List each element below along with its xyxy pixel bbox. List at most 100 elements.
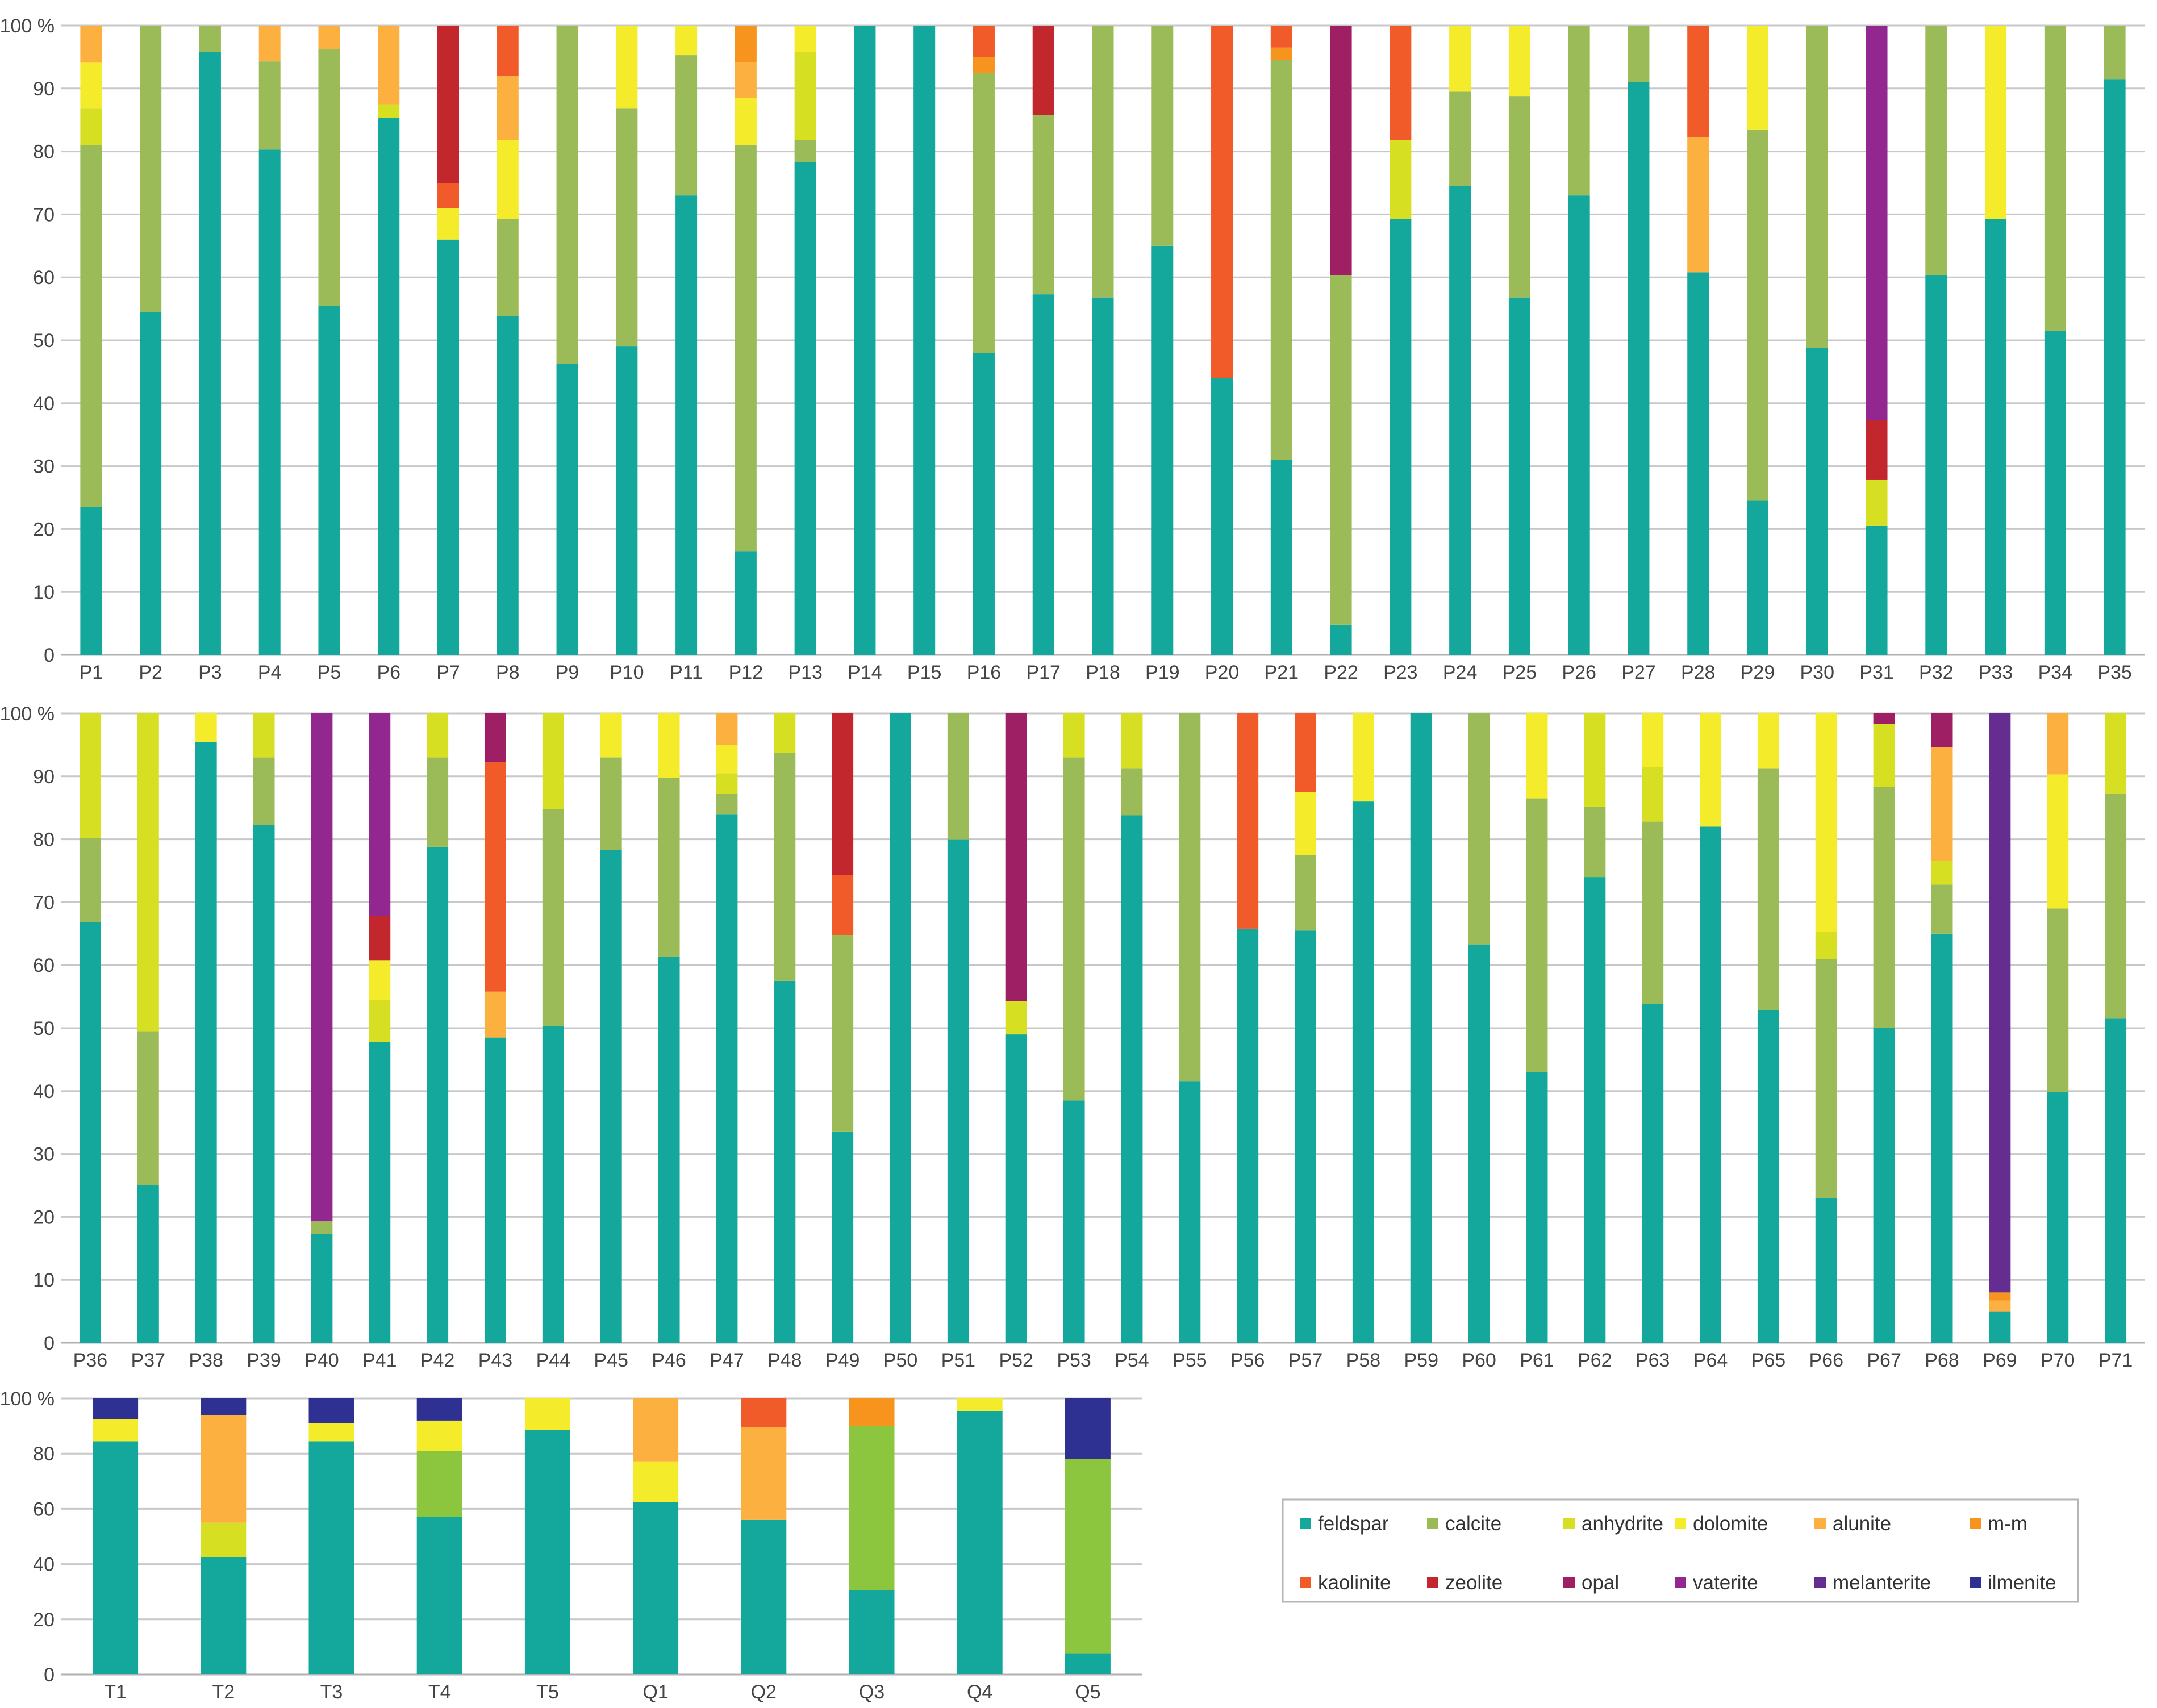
category-label: P6 xyxy=(377,662,400,683)
legend-label: zeolite xyxy=(1445,1572,1503,1594)
bar-segment-anhydrite xyxy=(542,713,564,809)
category-label: P67 xyxy=(1867,1350,1901,1371)
bar-segment-feldspar xyxy=(311,1234,333,1343)
category-label: P55 xyxy=(1173,1350,1207,1371)
bar-segment-feldspar xyxy=(1985,219,2007,655)
bar-segment-feldspar xyxy=(1410,713,1432,1343)
bar-segment-kaolinite xyxy=(973,26,995,57)
category-label: P36 xyxy=(73,1350,108,1371)
chart-panel-bottom: 0 20 40 60 80 100 % T1 T2 T3 T4 T5 Q1 Q2 Q3 Q4 Q5 xyxy=(0,1388,1142,1703)
bar-segment-feldspar xyxy=(1032,294,1054,655)
category-label: P53 xyxy=(1057,1350,1091,1371)
bar-segment-kaolinite xyxy=(1237,713,1259,929)
bar-segment-alunite xyxy=(716,713,738,745)
y-tick-label: 50 xyxy=(33,330,55,352)
bar-segment-zeolite xyxy=(437,26,460,183)
bar-segment-calcite xyxy=(735,145,757,552)
y-tick-label: 80 xyxy=(33,829,55,851)
legend-label: kaolinite xyxy=(1318,1572,1391,1594)
legend-swatch xyxy=(1675,1577,1686,1588)
bar-segment-calcite xyxy=(1931,884,1953,934)
category-label: P52 xyxy=(999,1350,1033,1371)
bar-segment-feldspar xyxy=(741,1519,787,1674)
bar-segment-ilmenite xyxy=(416,1398,462,1421)
y-tick-label: 80 xyxy=(33,141,55,163)
bar-segment-feldspar xyxy=(2044,331,2066,655)
bar-segment-feldspar xyxy=(1121,815,1143,1343)
bar-segment-alunite xyxy=(497,76,519,140)
bar-segment-m-m xyxy=(973,57,995,73)
bar-segment-feldspar xyxy=(195,741,217,1343)
bar-segment-feldspar xyxy=(716,814,738,1343)
bar-segment-dolomite xyxy=(716,745,738,774)
bar-segment-calcite xyxy=(1270,60,1292,460)
bar-segment-anhydrite xyxy=(1121,713,1143,769)
bar-segment-opal xyxy=(1005,713,1027,1001)
bar-segment-kaolinite xyxy=(1687,26,1709,137)
category-label: P2 xyxy=(139,662,162,683)
bar-segment-calcite xyxy=(947,713,969,840)
bar-segment-dolomite xyxy=(1642,713,1664,767)
y-tick-label: 20 xyxy=(33,519,55,540)
bar-segment-vaterite xyxy=(369,713,391,916)
category-label: P28 xyxy=(1681,662,1716,683)
category-label: P26 xyxy=(1562,662,1596,683)
bar-segment-anhydrite xyxy=(1873,724,1895,787)
category-label: P49 xyxy=(825,1350,860,1371)
bar-segment-feldspar xyxy=(1806,348,1828,655)
y-tick-label: 20 xyxy=(33,1609,55,1631)
category-label: T5 xyxy=(536,1681,559,1703)
y-tick-label: 30 xyxy=(33,1144,55,1166)
category-label: P54 xyxy=(1115,1350,1149,1371)
legend-label: calcite xyxy=(1445,1513,1501,1535)
category-label: P16 xyxy=(967,662,1002,683)
bar-segment-feldspar xyxy=(427,846,449,1343)
bar-segment-calcite xyxy=(80,145,102,507)
y-tick-label: 80 xyxy=(33,1443,55,1465)
bar-segment-anhydrite xyxy=(1931,861,1953,885)
bar-segment-feldspar xyxy=(1815,1198,1837,1343)
bar-segment-feldspar xyxy=(1151,245,1174,655)
bar-segment-feldspar xyxy=(140,312,162,655)
bar-segment-opal xyxy=(484,713,506,762)
category-label: P27 xyxy=(1621,662,1656,683)
category-label: P35 xyxy=(2097,662,2132,683)
bar-segment-calcite xyxy=(1032,115,1054,295)
bar-segment-feldspar xyxy=(1449,186,1471,655)
category-label: P70 xyxy=(2041,1350,2075,1371)
bar-segment-m-m xyxy=(1989,1292,2011,1301)
y-tick-label: 90 xyxy=(33,78,55,100)
bar-segment-anhydrite xyxy=(253,713,275,758)
category-label: P13 xyxy=(788,662,823,683)
category-label: P62 xyxy=(1578,1350,1612,1371)
bar-segment-dolomite xyxy=(616,26,638,109)
category-label: P45 xyxy=(594,1350,628,1371)
bar-segment-anhydrite xyxy=(80,108,102,145)
bar-segment-dolomite xyxy=(1700,713,1722,827)
category-label: P34 xyxy=(2038,662,2073,683)
category-label: P56 xyxy=(1230,1350,1265,1371)
bar-segment-dolomite xyxy=(437,208,460,240)
bar-segment-feldspar xyxy=(1687,272,1709,655)
bar-segment-alunite xyxy=(741,1427,787,1520)
category-label: P29 xyxy=(1741,662,1775,683)
bar-segment-zeolite xyxy=(1032,26,1054,115)
y-tick-label: 10 xyxy=(33,582,55,603)
bar-segment-calcite xyxy=(794,140,816,162)
bar-segment-feldspar xyxy=(2047,1092,2069,1343)
category-label: P51 xyxy=(941,1350,976,1371)
category-label: P38 xyxy=(189,1350,223,1371)
category-label: Q5 xyxy=(1075,1681,1100,1703)
category-label: P39 xyxy=(247,1350,281,1371)
bar-segment-feldspar xyxy=(542,1026,564,1343)
bar-segment-anhydrite xyxy=(1390,140,1412,219)
legend-label: m-m xyxy=(1988,1513,2027,1535)
category-label: P57 xyxy=(1288,1350,1323,1371)
category-label: P10 xyxy=(610,662,644,683)
y-tick-label: 70 xyxy=(33,892,55,913)
category-label: P47 xyxy=(710,1350,744,1371)
bar-segment-feldspar xyxy=(1065,1653,1111,1674)
category-label: P37 xyxy=(131,1350,166,1371)
category-label: P41 xyxy=(362,1350,397,1371)
category-label: P15 xyxy=(907,662,942,683)
